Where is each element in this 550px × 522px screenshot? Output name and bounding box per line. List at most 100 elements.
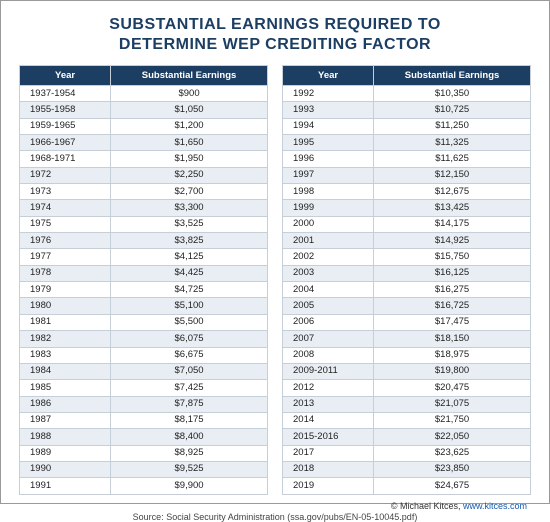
cell-year: 1986	[20, 396, 111, 412]
cell-year: 2013	[283, 396, 374, 412]
cell-year: 1937-1954	[20, 86, 111, 102]
left-table-wrap: Year Substantial Earnings 1937-1954$9001…	[19, 65, 268, 495]
figure-container: SUBSTANTIAL EARNINGS REQUIRED TO DETERMI…	[0, 0, 550, 504]
table-row: 1994$11,250	[283, 118, 531, 134]
table-row: 1985$7,425	[20, 380, 268, 396]
cell-year: 1996	[283, 151, 374, 167]
table-row: 1989$8,925	[20, 445, 268, 461]
figure-title: SUBSTANTIAL EARNINGS REQUIRED TO DETERMI…	[19, 15, 531, 55]
cell-earnings: $10,725	[374, 102, 531, 118]
cell-year: 1988	[20, 429, 111, 445]
cell-year: 1983	[20, 347, 111, 363]
cell-earnings: $4,425	[111, 265, 268, 281]
cell-year: 1979	[20, 282, 111, 298]
source-line: Source: Social Security Administration (…	[133, 512, 418, 522]
table-row: 2004$16,275	[283, 282, 531, 298]
cell-year: 2009-2011	[283, 363, 374, 379]
col-earnings: Substantial Earnings	[111, 66, 268, 86]
cell-year: 2007	[283, 331, 374, 347]
cell-year: 1991	[20, 478, 111, 494]
cell-year: 2018	[283, 461, 374, 477]
cell-earnings: $7,425	[111, 380, 268, 396]
credit-link[interactable]: www.kitces.com	[463, 501, 527, 511]
cell-earnings: $21,750	[374, 412, 531, 428]
cell-year: 2004	[283, 282, 374, 298]
table-header-row: Year Substantial Earnings	[20, 66, 268, 86]
table-row: 2012$20,475	[283, 380, 531, 396]
cell-earnings: $8,175	[111, 412, 268, 428]
table-row: 2005$16,725	[283, 298, 531, 314]
table-row: 1976$3,825	[20, 233, 268, 249]
col-earnings: Substantial Earnings	[374, 66, 531, 86]
title-line-2: DETERMINE WEP CREDITING FACTOR	[119, 36, 431, 53]
cell-year: 1975	[20, 216, 111, 232]
cell-earnings: $6,675	[111, 347, 268, 363]
cell-earnings: $3,525	[111, 216, 268, 232]
cell-earnings: $10,350	[374, 86, 531, 102]
cell-earnings: $3,300	[111, 200, 268, 216]
cell-year: 1992	[283, 86, 374, 102]
table-row: 1981$5,500	[20, 314, 268, 330]
cell-year: 1973	[20, 184, 111, 200]
table-row: 1991$9,900	[20, 478, 268, 494]
title-line-1: SUBSTANTIAL EARNINGS REQUIRED TO	[109, 16, 441, 33]
col-year: Year	[283, 66, 374, 86]
cell-earnings: $24,675	[374, 478, 531, 494]
cell-earnings: $12,150	[374, 167, 531, 183]
table-row: 1955-1958$1,050	[20, 102, 268, 118]
cell-year: 1972	[20, 167, 111, 183]
cell-year: 2003	[283, 265, 374, 281]
table-row: 1966-1967$1,650	[20, 135, 268, 151]
cell-year: 1955-1958	[20, 102, 111, 118]
table-row: 1983$6,675	[20, 347, 268, 363]
table-row: 1973$2,700	[20, 184, 268, 200]
table-row: 2007$18,150	[283, 331, 531, 347]
cell-year: 1976	[20, 233, 111, 249]
right-table-wrap: Year Substantial Earnings 1992$10,350199…	[282, 65, 531, 495]
table-row: 2003$16,125	[283, 265, 531, 281]
cell-earnings: $16,125	[374, 265, 531, 281]
table-row: 1980$5,100	[20, 298, 268, 314]
cell-year: 1999	[283, 200, 374, 216]
table-row: 1972$2,250	[20, 167, 268, 183]
cell-earnings: $14,175	[374, 216, 531, 232]
cell-earnings: $19,800	[374, 363, 531, 379]
credit-line: © Michael Kitces, www.kitces.com	[391, 501, 527, 511]
cell-earnings: $3,825	[111, 233, 268, 249]
table-row: 2006$17,475	[283, 314, 531, 330]
cell-earnings: $1,050	[111, 102, 268, 118]
cell-year: 1977	[20, 249, 111, 265]
cell-year: 2002	[283, 249, 374, 265]
cell-year: 1989	[20, 445, 111, 461]
cell-year: 1997	[283, 167, 374, 183]
table-row: 1937-1954$900	[20, 86, 268, 102]
cell-year: 1959-1965	[20, 118, 111, 134]
table-row: 1987$8,175	[20, 412, 268, 428]
table-row: 1995$11,325	[283, 135, 531, 151]
cell-year: 2019	[283, 478, 374, 494]
table-row: 1993$10,725	[283, 102, 531, 118]
table-row: 2009-2011$19,800	[283, 363, 531, 379]
cell-year: 1994	[283, 118, 374, 134]
table-row: 1978$4,425	[20, 265, 268, 281]
cell-year: 1980	[20, 298, 111, 314]
tables-row: Year Substantial Earnings 1937-1954$9001…	[19, 65, 531, 495]
table-row: 1997$12,150	[283, 167, 531, 183]
cell-earnings: $21,075	[374, 396, 531, 412]
cell-year: 2008	[283, 347, 374, 363]
col-year: Year	[20, 66, 111, 86]
cell-year: 2015-2016	[283, 429, 374, 445]
table-row: 2015-2016$22,050	[283, 429, 531, 445]
cell-earnings: $14,925	[374, 233, 531, 249]
cell-earnings: $17,475	[374, 314, 531, 330]
cell-earnings: $11,250	[374, 118, 531, 134]
cell-earnings: $2,700	[111, 184, 268, 200]
cell-earnings: $900	[111, 86, 268, 102]
table-row: 2019$24,675	[283, 478, 531, 494]
cell-earnings: $1,950	[111, 151, 268, 167]
cell-year: 2001	[283, 233, 374, 249]
table-row: 2018$23,850	[283, 461, 531, 477]
table-row: 1984$7,050	[20, 363, 268, 379]
cell-earnings: $4,125	[111, 249, 268, 265]
cell-year: 1998	[283, 184, 374, 200]
